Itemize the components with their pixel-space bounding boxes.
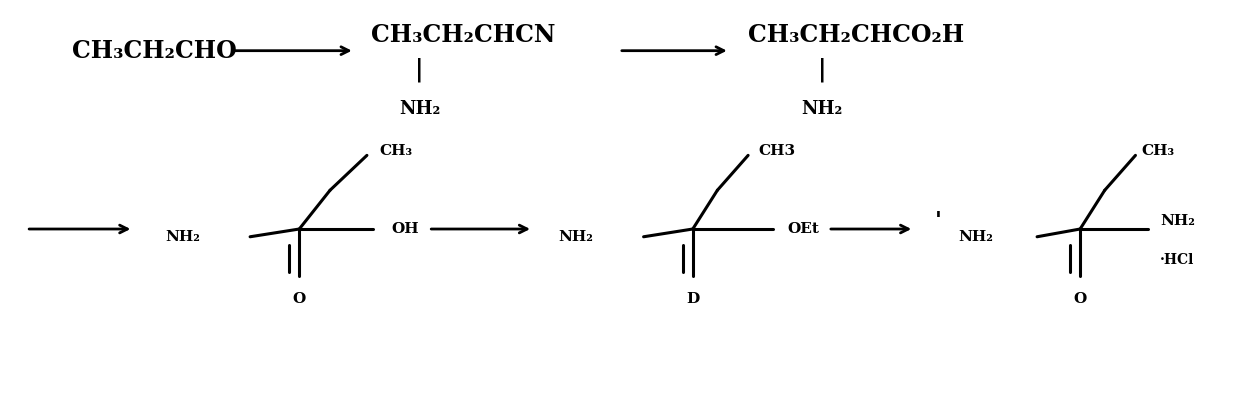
Text: OEt: OEt (787, 222, 820, 236)
Text: NH₂: NH₂ (558, 230, 593, 244)
Text: CH₃CH₂CHCO₂H: CH₃CH₂CHCO₂H (748, 23, 964, 47)
Text: O: O (292, 292, 306, 306)
Text: ·HCl: ·HCl (1160, 253, 1195, 267)
Text: D: D (686, 292, 699, 306)
Text: NH₂: NH₂ (1160, 214, 1195, 228)
Text: CH₃CH₂CHO: CH₃CH₂CHO (72, 39, 236, 63)
Text: OH: OH (391, 222, 420, 236)
Text: CH₃CH₂CHCN: CH₃CH₂CHCN (370, 23, 555, 47)
Text: NH₂: NH₂ (399, 100, 441, 118)
Text: |: | (817, 58, 826, 82)
Text: CH3: CH3 (758, 145, 795, 158)
Text: NH₂: NH₂ (801, 100, 843, 118)
Text: NH₂: NH₂ (165, 230, 199, 244)
Text: ': ' (935, 210, 942, 232)
Text: |: | (416, 58, 425, 82)
Text: NH₂: NH₂ (958, 230, 993, 244)
Text: O: O (1073, 292, 1087, 306)
Text: CH₃: CH₃ (379, 145, 412, 158)
Text: CH₃: CH₃ (1141, 145, 1175, 158)
